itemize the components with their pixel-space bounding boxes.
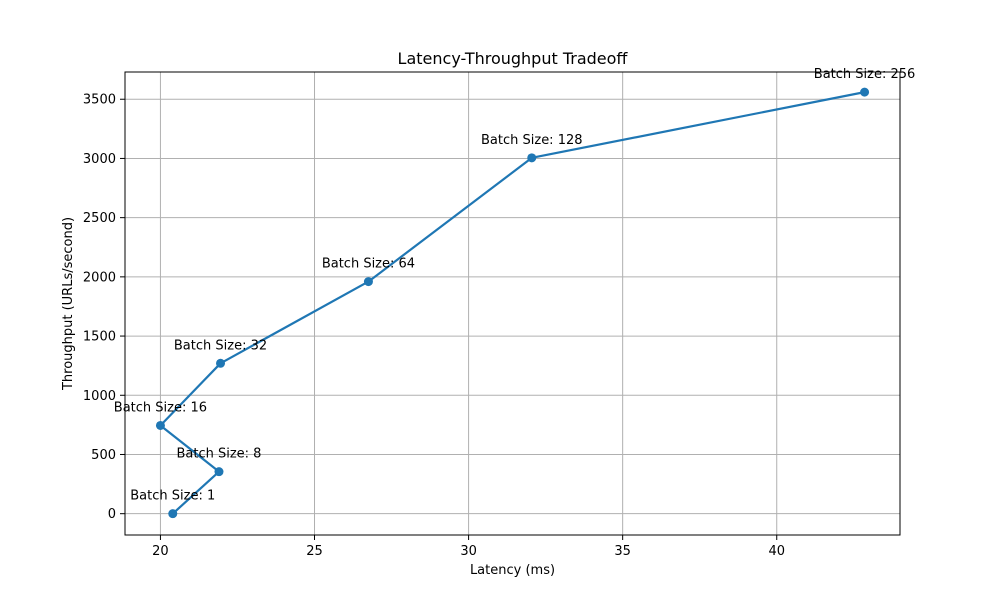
grid bbox=[125, 72, 900, 535]
data-point bbox=[168, 509, 178, 519]
point-annotation: Batch Size: 64 bbox=[322, 257, 415, 272]
series-layer bbox=[155, 87, 870, 519]
y-tick-label: 1000 bbox=[83, 389, 116, 404]
point-annotation: Batch Size: 128 bbox=[481, 133, 583, 148]
data-point bbox=[216, 358, 226, 368]
y-tick-label: 500 bbox=[91, 448, 116, 463]
point-annotation: Batch Size: 16 bbox=[114, 400, 207, 415]
axes-frame bbox=[124, 71, 901, 536]
x-axis-title: Latency (ms) bbox=[470, 563, 555, 578]
y-axis-title: Throughput (URLs/second) bbox=[61, 217, 76, 391]
plot-frame bbox=[124, 71, 901, 536]
y-tick-label: 2500 bbox=[83, 211, 116, 226]
x-tick-label: 35 bbox=[614, 544, 631, 559]
x-tick-label: 25 bbox=[306, 544, 323, 559]
point-labels: Batch Size: 1 Batch Size: 8 Batch Size: 16… bbox=[114, 67, 916, 504]
data-point bbox=[527, 153, 537, 163]
ticks: 20 25 30 35 40 0 500 1000 1500 2000 2500 3000 3500 bbox=[83, 93, 785, 559]
x-tick-label: 20 bbox=[152, 544, 169, 559]
point-annotation: Batch Size: 1 bbox=[130, 489, 215, 504]
data-point bbox=[860, 87, 870, 97]
y-tick-label: 0 bbox=[108, 507, 116, 522]
x-tick-label: 40 bbox=[768, 544, 785, 559]
data-point bbox=[363, 277, 373, 287]
y-tick-label: 1500 bbox=[83, 330, 116, 345]
x-tick-label: 30 bbox=[460, 544, 477, 559]
data-point bbox=[214, 467, 224, 477]
y-tick-label: 2000 bbox=[83, 270, 116, 285]
chart-title: Latency-Throughput Tradeoff bbox=[398, 49, 629, 68]
data-point bbox=[155, 420, 165, 430]
y-tick-label: 3500 bbox=[83, 93, 116, 108]
point-annotation: Batch Size: 8 bbox=[176, 447, 261, 462]
series-line bbox=[159, 91, 865, 515]
point-annotation: Batch Size: 32 bbox=[174, 338, 267, 353]
y-tick-label: 3000 bbox=[83, 152, 116, 167]
point-annotation: Batch Size: 256 bbox=[814, 67, 916, 82]
